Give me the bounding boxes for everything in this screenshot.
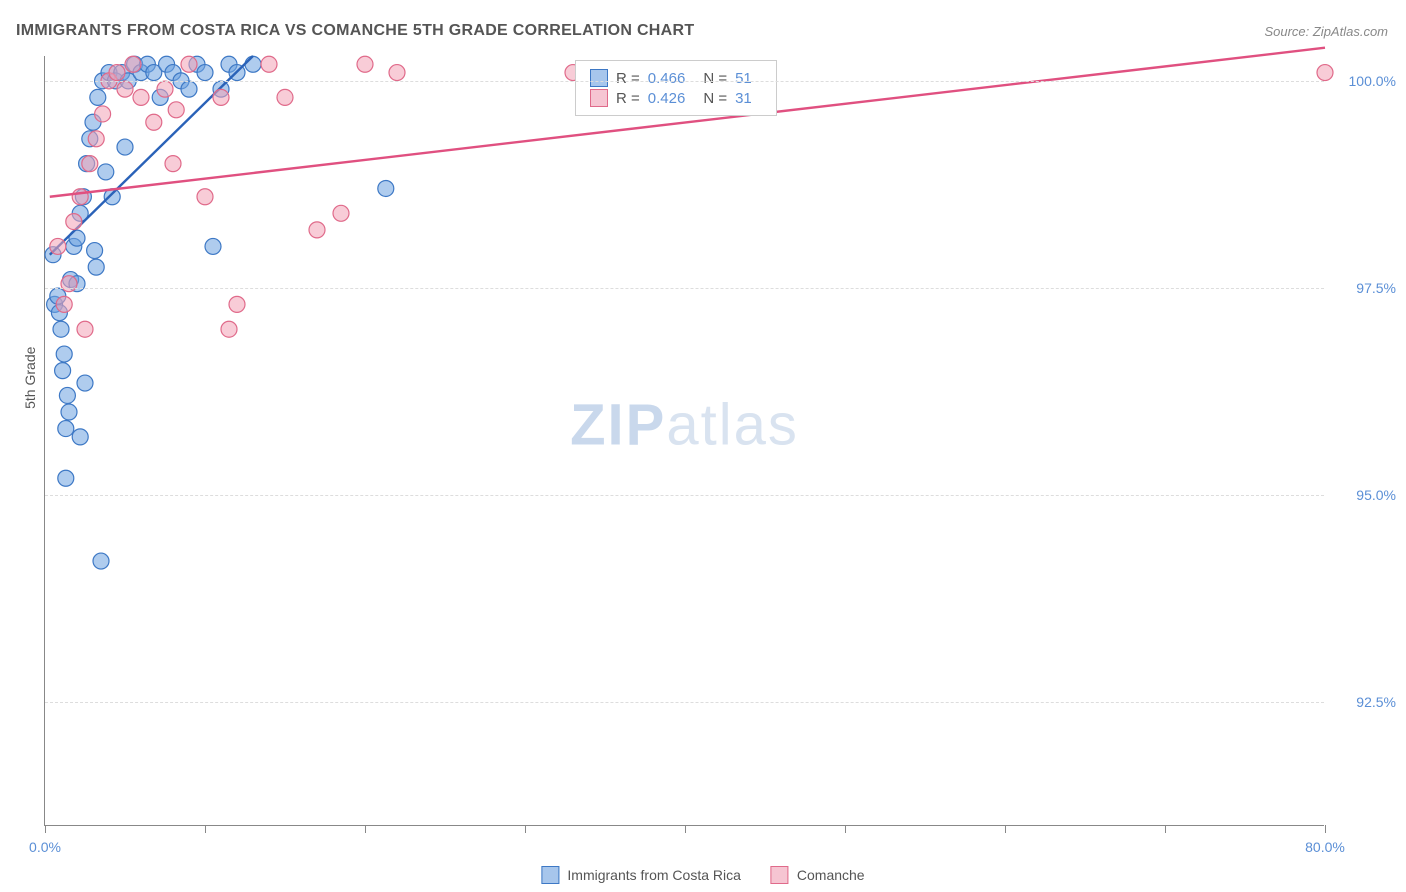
scatter-point	[58, 421, 74, 437]
scatter-point	[61, 276, 77, 292]
ytick-label: 92.5%	[1356, 694, 1396, 710]
bottom-legend: Immigrants from Costa Rica Comanche	[541, 866, 864, 884]
xtick	[1005, 825, 1006, 833]
stats-legend-box: R = 0.466 N = 51 R = 0.426 N = 31	[575, 60, 777, 116]
r-label: R =	[616, 90, 640, 107]
r-value: 0.466	[648, 70, 686, 87]
swatch-icon	[771, 866, 789, 884]
n-label: N =	[703, 70, 727, 87]
scatter-point	[77, 375, 93, 391]
scatter-point	[157, 81, 173, 97]
xtick-label: 80.0%	[1305, 839, 1345, 855]
stats-row: R = 0.426 N = 31	[590, 89, 762, 107]
scatter-point	[87, 243, 103, 259]
scatter-point	[389, 65, 405, 81]
scatter-point	[72, 189, 88, 205]
scatter-point	[117, 139, 133, 155]
r-value: 0.426	[648, 90, 686, 107]
swatch-icon	[590, 89, 608, 107]
swatch-icon	[541, 866, 559, 884]
gridline	[45, 81, 1324, 82]
n-value: 51	[735, 70, 752, 87]
xtick	[45, 825, 46, 833]
xtick-label: 0.0%	[29, 839, 61, 855]
plot-area: ZIPatlas R = 0.466N = 51R = 0.426N = 31 …	[44, 56, 1324, 826]
scatter-point	[378, 180, 394, 196]
gridline	[45, 288, 1324, 289]
source-label: Source: ZipAtlas.com	[1264, 24, 1388, 39]
scatter-point	[197, 189, 213, 205]
scatter-point	[53, 321, 69, 337]
gridline	[45, 495, 1324, 496]
scatter-point	[357, 56, 373, 72]
scatter-point	[277, 89, 293, 105]
scatter-point	[117, 81, 133, 97]
n-label: N =	[703, 90, 727, 107]
stats-row: R = 0.466 N = 51	[590, 69, 762, 87]
r-label: R =	[616, 70, 640, 87]
legend-item: Immigrants from Costa Rica	[541, 866, 740, 884]
xtick	[1325, 825, 1326, 833]
plot-svg	[45, 56, 1324, 825]
y-axis-label: 5th Grade	[22, 347, 38, 409]
scatter-point	[125, 56, 141, 72]
chart-container: IMMIGRANTS FROM COSTA RICA VS COMANCHE 5…	[0, 0, 1406, 892]
scatter-point	[56, 346, 72, 362]
scatter-point	[221, 321, 237, 337]
scatter-point	[133, 89, 149, 105]
xtick	[685, 825, 686, 833]
scatter-point	[88, 131, 104, 147]
scatter-point	[213, 89, 229, 105]
scatter-point	[333, 205, 349, 221]
scatter-point	[205, 238, 221, 254]
scatter-point	[146, 114, 162, 130]
gridline	[45, 702, 1324, 703]
scatter-point	[181, 81, 197, 97]
scatter-point	[82, 156, 98, 172]
scatter-point	[229, 296, 245, 312]
n-value: 31	[735, 90, 752, 107]
scatter-point	[72, 429, 88, 445]
scatter-point	[59, 387, 75, 403]
scatter-point	[88, 259, 104, 275]
scatter-point	[77, 321, 93, 337]
xtick	[525, 825, 526, 833]
xtick	[1165, 825, 1166, 833]
scatter-point	[309, 222, 325, 238]
scatter-point	[181, 56, 197, 72]
ytick-label: 95.0%	[1356, 487, 1396, 503]
xtick	[845, 825, 846, 833]
scatter-point	[90, 89, 106, 105]
xtick	[365, 825, 366, 833]
scatter-point	[261, 56, 277, 72]
ytick-label: 100.0%	[1349, 73, 1396, 89]
swatch-icon	[590, 69, 608, 87]
legend-label: Comanche	[797, 867, 865, 883]
scatter-point	[1317, 65, 1333, 81]
scatter-point	[245, 56, 261, 72]
scatter-point	[50, 238, 66, 254]
chart-title: IMMIGRANTS FROM COSTA RICA VS COMANCHE 5…	[16, 22, 694, 40]
scatter-point	[93, 553, 109, 569]
scatter-point	[197, 65, 213, 81]
scatter-point	[95, 106, 111, 122]
scatter-point	[61, 404, 77, 420]
scatter-point	[98, 164, 114, 180]
legend-label: Immigrants from Costa Rica	[567, 867, 740, 883]
scatter-point	[168, 102, 184, 118]
legend-item: Comanche	[771, 866, 865, 884]
scatter-point	[109, 65, 125, 81]
scatter-point	[66, 214, 82, 230]
scatter-point	[58, 470, 74, 486]
xtick	[205, 825, 206, 833]
scatter-point	[165, 156, 181, 172]
scatter-point	[56, 296, 72, 312]
scatter-point	[55, 363, 71, 379]
ytick-label: 97.5%	[1356, 280, 1396, 296]
